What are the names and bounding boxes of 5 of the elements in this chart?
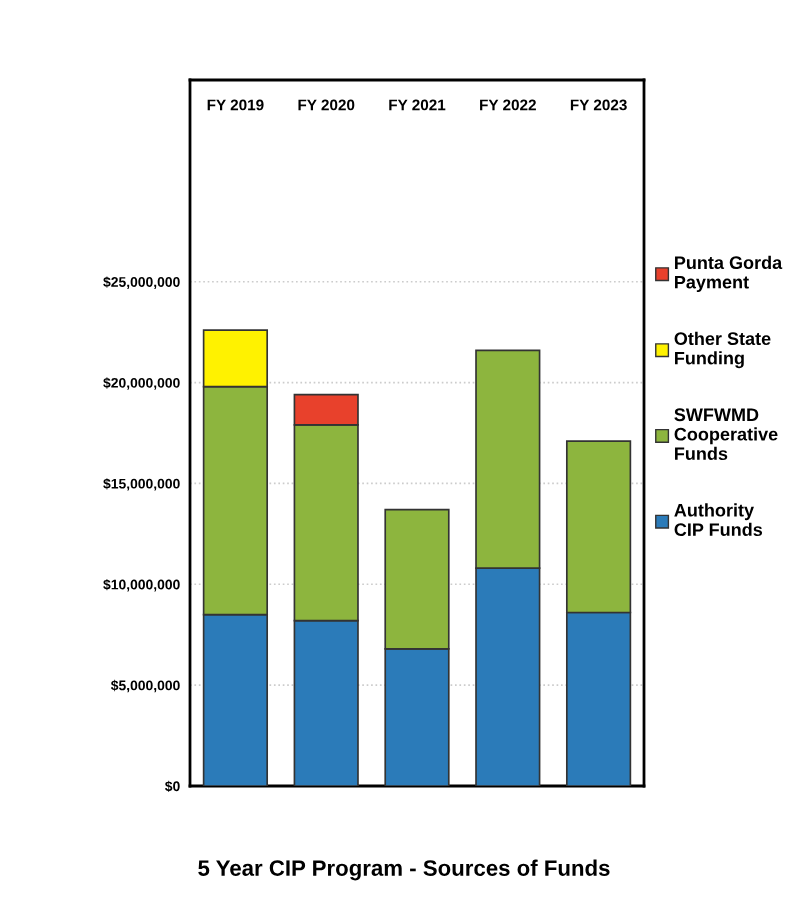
legend-label: Other State Funding — [674, 331, 771, 369]
legend-label: SWFWMD Cooperative Funds — [674, 408, 778, 461]
legend-label: Punta Gorda Payment — [675, 255, 783, 293]
legend-label: Authority CIP Funds — [674, 503, 763, 537]
text: 5 Year CIP Program - Sources of Funds — [198, 859, 610, 881]
